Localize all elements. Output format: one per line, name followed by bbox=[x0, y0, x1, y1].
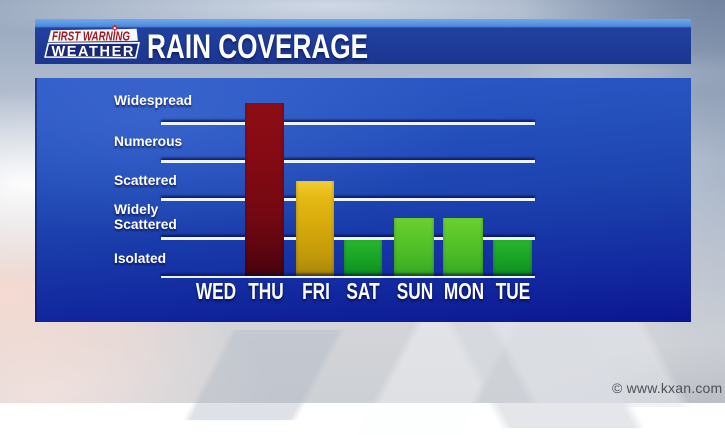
svg-text:FIRST WARNING: FIRST WARNING bbox=[52, 29, 130, 43]
svg-text:WEATHER: WEATHER bbox=[52, 44, 135, 60]
